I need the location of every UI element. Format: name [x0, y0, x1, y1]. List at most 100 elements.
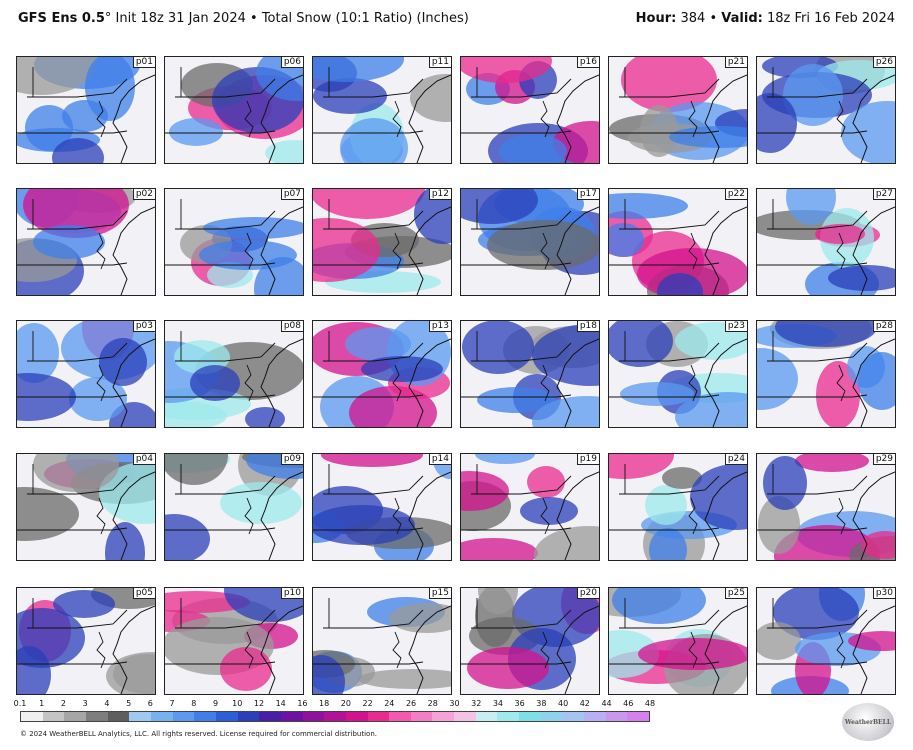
member-panel-p27: p27 [756, 188, 896, 296]
bay-outline [244, 497, 254, 535]
bay-outline [244, 232, 254, 270]
colorbar-tick: 40 [558, 699, 569, 708]
colorbar-tick: 10 [232, 699, 243, 708]
coastline [260, 206, 303, 295]
colorbar-swatch [454, 712, 476, 721]
coastline [408, 74, 451, 163]
valid-value: 18z Fri 16 Feb 2024 [766, 11, 895, 26]
coastline [704, 338, 747, 427]
member-label: p02 [132, 189, 155, 200]
snow-area [478, 588, 518, 614]
member-map [757, 454, 895, 560]
snow-area [757, 348, 798, 410]
coastline [852, 338, 895, 427]
snow-area [773, 588, 859, 640]
colorbar-swatch [519, 712, 541, 721]
snow-area [532, 396, 599, 427]
snow-area [612, 588, 706, 624]
state-border [767, 78, 868, 98]
member-label: p08 [280, 321, 303, 332]
state-border [757, 394, 868, 398]
snow-area [33, 454, 119, 492]
snow-area [410, 74, 451, 122]
colorbar-swatch [280, 712, 303, 721]
member-map [757, 588, 895, 694]
member-map [17, 321, 155, 427]
colorbar-swatch [410, 712, 433, 721]
bay-outline [392, 364, 402, 402]
bay-outline [688, 631, 698, 669]
coastline [408, 471, 451, 560]
coastline [852, 605, 895, 694]
snow-area [85, 57, 135, 121]
snow-area [361, 356, 443, 382]
member-label: p03 [132, 321, 155, 332]
colorbar-swatch [562, 712, 585, 721]
colorbar-swatch [42, 712, 65, 721]
colorbar-swatch [194, 712, 216, 721]
snow-area [861, 531, 895, 559]
snow-area [17, 646, 51, 694]
degree-sign: ° [104, 11, 112, 26]
bay-outline [836, 497, 846, 535]
coastline [852, 471, 895, 560]
snow-area [199, 240, 297, 270]
colorbar-swatch [107, 712, 130, 721]
colorbar-tick: 42 [579, 699, 590, 708]
member-panel-p17: p17 [460, 188, 600, 296]
member-map [165, 57, 303, 163]
state-border [17, 262, 128, 266]
colorbar-tick: 12 [253, 699, 265, 708]
map-header: GFS Ens 0.5° Init 18z 31 Jan 2024 • Tota… [0, 0, 913, 40]
state-border [323, 78, 424, 98]
state-border [757, 130, 868, 134]
member-map [165, 321, 303, 427]
member-panel-p25: p25 [608, 587, 748, 695]
snow-area [313, 218, 380, 282]
state-border [471, 609, 572, 629]
state-border [609, 394, 720, 398]
member-label: p12 [428, 189, 451, 200]
member-map [461, 189, 599, 295]
member-panel-p11: p11 [312, 56, 452, 164]
snow-area [321, 454, 423, 467]
member-map [165, 189, 303, 295]
snow-area [461, 538, 538, 560]
colorbar-tick: 4 [104, 699, 110, 708]
coastline [408, 605, 451, 694]
member-panel-p22: p22 [608, 188, 748, 296]
bay-outline [688, 497, 698, 535]
snow-area [190, 365, 240, 401]
snow-area [461, 57, 552, 83]
snow-area [662, 467, 702, 489]
snow-area [783, 64, 843, 126]
member-panel-p20: p20 [460, 587, 600, 695]
snow-area [690, 464, 747, 530]
snow-area [113, 654, 155, 694]
member-panel-p02: p02 [16, 188, 156, 296]
member-map [17, 57, 155, 163]
state-border [767, 342, 868, 362]
state-border [767, 609, 868, 629]
colorbar-tick: 14 [275, 699, 286, 708]
colorbar-tick-labels: 0.1 1 2 3 4 5 6 7 8 9 10 12 14 16 18 20 22 24 26 28 30 32 34 36… [14, 699, 655, 711]
snow-area [313, 505, 415, 545]
member-panel-p18: p18 [460, 320, 600, 428]
colorbar-swatch [367, 712, 390, 721]
state-border [165, 262, 276, 266]
coastline [260, 74, 303, 163]
snow-area [645, 485, 687, 525]
member-panel-p13: p13 [312, 320, 452, 428]
model-name: GFS Ens 0.5 [18, 11, 105, 26]
bay-outline [836, 232, 846, 270]
member-map [165, 454, 303, 560]
colorbar-swatch [85, 712, 108, 721]
snow-area [815, 224, 865, 244]
snow-area [757, 93, 797, 153]
member-label: p07 [280, 189, 303, 200]
coastline [704, 605, 747, 694]
member-panel-p21: p21 [608, 56, 748, 164]
colorbar-swatch [432, 712, 455, 721]
member-label: p16 [576, 57, 599, 68]
state-border [175, 210, 276, 230]
